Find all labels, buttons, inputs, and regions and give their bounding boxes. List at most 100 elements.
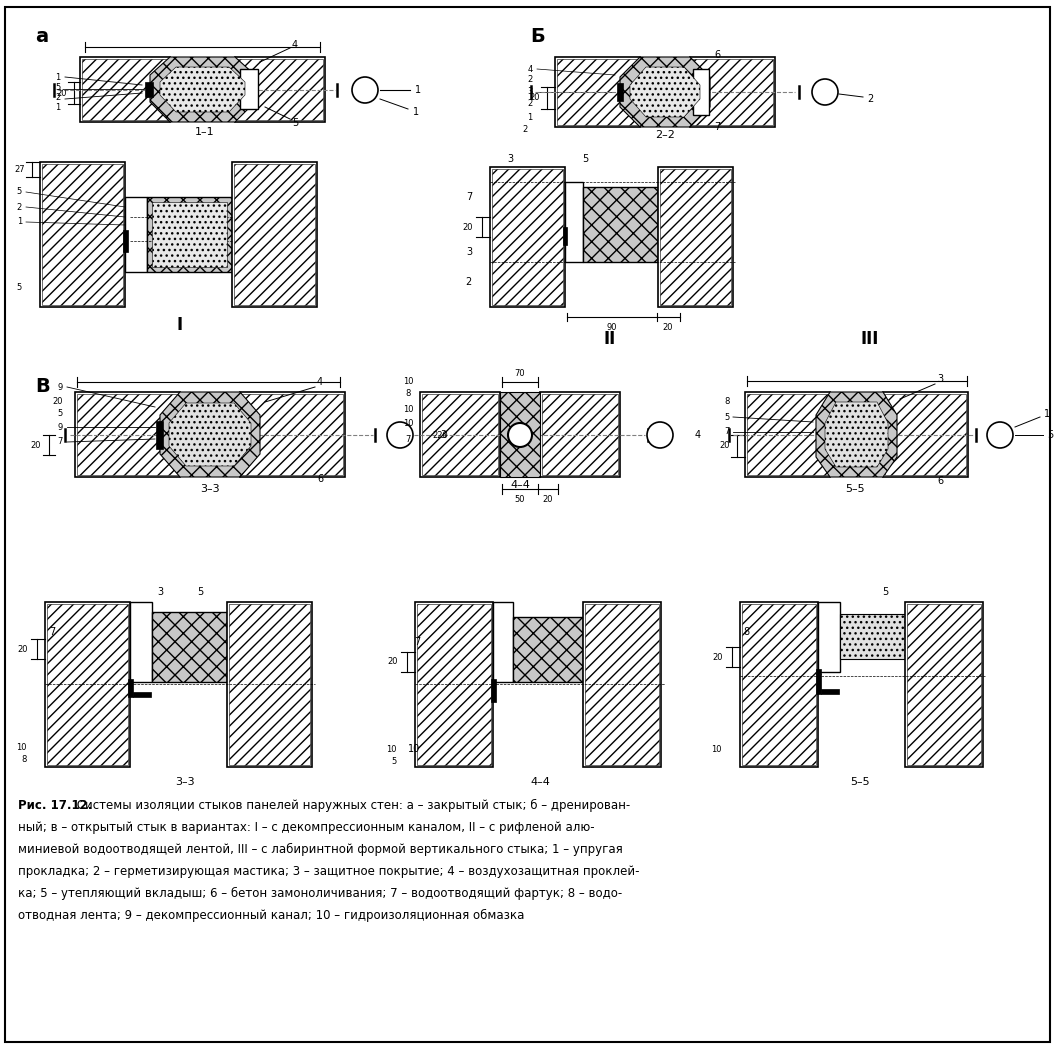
Circle shape	[987, 422, 1013, 448]
Bar	[133, 692, 151, 697]
Bar	[585, 604, 659, 765]
Text: 1: 1	[413, 107, 419, 117]
Text: 20: 20	[543, 494, 553, 504]
Text: 4–4: 4–4	[530, 777, 550, 787]
Bar	[152, 202, 227, 267]
Text: 5: 5	[1046, 430, 1053, 440]
Bar	[152, 612, 227, 682]
Text: Б: Б	[530, 27, 545, 46]
Bar	[147, 197, 232, 272]
Text: 3: 3	[440, 430, 446, 440]
Bar	[235, 57, 325, 122]
Text: 2: 2	[527, 74, 532, 84]
Text: 27: 27	[15, 165, 25, 175]
Text: 50: 50	[515, 494, 525, 504]
Bar	[145, 82, 153, 97]
Bar	[125, 197, 147, 272]
Text: 2: 2	[523, 125, 528, 134]
Bar	[557, 59, 638, 125]
Text: 3: 3	[507, 154, 513, 164]
Text: миниевой водоотводящей лентой, III – с лабиринтной формой вертикального стыка; 1: миниевой водоотводящей лентой, III – с л…	[18, 843, 623, 856]
Bar	[47, 604, 128, 765]
Text: Системы изоляции стыков панелей наружных стен: а – закрытый стык; б – дренирован: Системы изоляции стыков панелей наружных…	[73, 799, 631, 812]
Bar	[492, 169, 563, 305]
Bar	[747, 394, 828, 475]
Bar	[45, 602, 130, 767]
Polygon shape	[160, 392, 260, 477]
Bar	[555, 57, 640, 127]
Bar	[883, 392, 968, 477]
Text: 90: 90	[606, 322, 617, 332]
Text: 6: 6	[714, 50, 720, 60]
Text: 20: 20	[719, 442, 730, 450]
Bar	[240, 69, 258, 109]
Text: 1: 1	[1044, 409, 1050, 419]
Text: 8: 8	[21, 755, 28, 763]
Bar	[490, 168, 565, 307]
Text: 6: 6	[317, 474, 323, 484]
Text: 1: 1	[17, 218, 22, 226]
Text: 1: 1	[415, 85, 421, 95]
Text: 7: 7	[466, 192, 472, 202]
Text: 1–1: 1–1	[195, 127, 215, 137]
Polygon shape	[150, 57, 255, 122]
Polygon shape	[620, 57, 710, 127]
Text: 220: 220	[432, 430, 448, 440]
Text: ный; в – открытый стык в вариантах: I – с декомпрессионным каналом, II – с рифле: ный; в – открытый стык в вариантах: I – …	[18, 821, 595, 834]
Text: 5–5: 5–5	[851, 777, 870, 787]
Text: 10: 10	[386, 744, 397, 754]
Text: 10: 10	[403, 420, 414, 428]
Bar	[884, 394, 966, 475]
Text: 5: 5	[57, 409, 62, 419]
Bar	[493, 602, 513, 682]
Text: 9: 9	[57, 423, 62, 431]
Bar	[740, 602, 818, 767]
Bar	[75, 392, 180, 477]
Text: 4: 4	[527, 65, 532, 73]
Bar	[658, 168, 733, 307]
Text: 3: 3	[937, 374, 943, 384]
Text: 10: 10	[407, 744, 420, 754]
Text: отводная лента; 9 – декомпрессионный канал; 10 – гидроизоляционная обмазка: отводная лента; 9 – декомпрессионный кан…	[18, 909, 525, 922]
Text: 5: 5	[17, 283, 22, 291]
Text: 5: 5	[55, 83, 60, 91]
Bar	[905, 602, 983, 767]
Text: 5: 5	[882, 587, 888, 597]
Text: 4: 4	[292, 40, 298, 50]
Bar	[42, 164, 123, 305]
Bar	[242, 394, 343, 475]
Text: В: В	[35, 377, 50, 396]
Bar	[156, 421, 163, 449]
Text: 2: 2	[466, 277, 472, 287]
Text: прокладка; 2 – герметизирующая мастика; 3 – защитное покрытие; 4 – воздухозащитн: прокладка; 2 – герметизирующая мастика; …	[18, 865, 639, 878]
Bar	[234, 164, 315, 305]
Bar	[232, 162, 317, 307]
Bar	[745, 392, 829, 477]
Bar	[128, 684, 133, 697]
Text: 5: 5	[725, 413, 730, 422]
Circle shape	[387, 422, 413, 448]
Polygon shape	[630, 67, 700, 117]
Bar	[690, 57, 776, 127]
Text: 20: 20	[57, 89, 68, 97]
Text: 2–2: 2–2	[655, 130, 675, 140]
Bar	[500, 392, 540, 477]
Bar	[240, 392, 345, 477]
Text: 5–5: 5–5	[845, 484, 864, 494]
Text: 20: 20	[662, 322, 673, 332]
Text: 2: 2	[527, 99, 532, 109]
Text: 2: 2	[17, 202, 22, 211]
Text: 7: 7	[405, 435, 411, 444]
Bar	[130, 602, 152, 682]
Text: 1: 1	[55, 72, 60, 82]
Text: 3: 3	[466, 247, 472, 257]
Text: 7: 7	[49, 627, 55, 637]
Text: 70: 70	[514, 369, 526, 378]
Polygon shape	[160, 67, 245, 112]
Text: 7: 7	[414, 637, 420, 647]
Circle shape	[811, 79, 838, 105]
Text: 5: 5	[197, 587, 203, 597]
Text: 4–4: 4–4	[510, 480, 530, 490]
Text: II: II	[604, 330, 616, 348]
Text: 3–3: 3–3	[200, 484, 220, 494]
